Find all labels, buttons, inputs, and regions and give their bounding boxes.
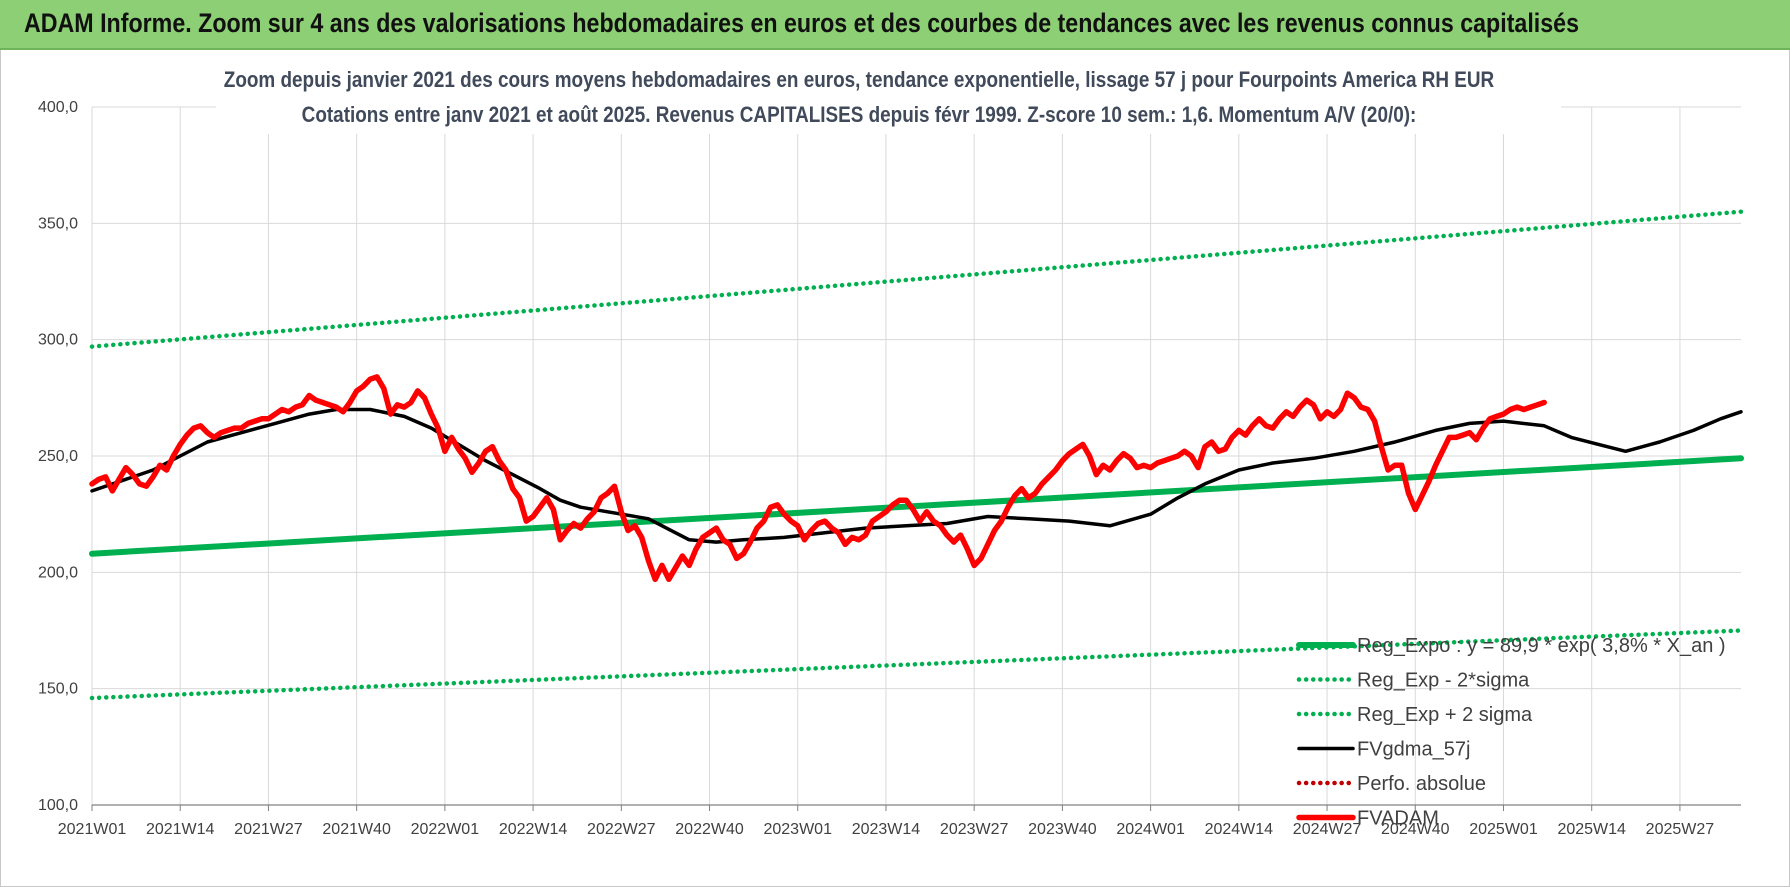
x-tick-label: 2021W01 [58,821,127,838]
y-tick-label: 300,0 [38,332,78,349]
page-title: ADAM Informe. Zoom sur 4 ans des valoris… [24,8,1579,38]
x-tick-label: 2023W14 [852,821,921,838]
x-tick-label: 2025W14 [1557,821,1626,838]
chart-subtitle-line: Zoom depuis janvier 2021 des cours moyen… [224,68,1495,93]
x-tick-label: 2025W27 [1646,821,1715,838]
x-tick-label: 2022W27 [587,821,656,838]
chart-subtitle-line: Cotations entre janv 2021 et août 2025. … [302,103,1417,128]
x-tick-label: 2024W14 [1205,821,1274,838]
x-tick-label: 2024W27 [1293,821,1362,838]
series-line-5 [89,374,1547,583]
series-line-0 [89,455,1744,557]
title-banner: ADAM Informe. Zoom sur 4 ans des valoris… [0,0,1790,50]
chart-frame: Zoom depuis janvier 2021 des cours moyen… [0,50,1790,887]
legend-label: FVgdma_57j [1357,739,1470,761]
x-tick-label: 2023W01 [763,821,832,838]
x-tick-label: 2024W01 [1116,821,1185,838]
legend-label: FVADAM [1357,808,1439,830]
y-tick-label: 350,0 [38,215,78,232]
x-tick-label: 2022W40 [675,821,744,838]
chart: Zoom depuis janvier 2021 des cours moyen… [38,64,1744,838]
axes: 100,0 150,0 200,0 250,0 300,0 350,0 400,0 2021W… [38,99,1741,838]
legend-label: Reg_Exp - 2*sigma [1357,670,1530,692]
series-line-2 [89,209,1744,349]
subtitle-background [216,64,1561,134]
x-tick-label: 2021W27 [234,821,303,838]
y-tick-label: 150,0 [38,681,78,698]
legend-label: Perfo. absolue [1357,773,1486,795]
legend: Reg_Expo : y = 89,9 * exp( 3,8% * X_an )… [1296,635,1726,830]
series-line-1 [89,628,1744,701]
x-tick-label: 2022W01 [411,821,480,838]
chart-subtitle: Zoom depuis janvier 2021 des cours moyen… [216,64,1561,134]
x-tick-label: 2023W40 [1028,821,1097,838]
x-tick-label: 2025W01 [1469,821,1538,838]
y-tick-label: 200,0 [38,564,78,581]
x-tick-label: 2022W14 [499,821,568,838]
x-tick-label: 2021W14 [146,821,215,838]
legend-label: Reg_Exp + 2 sigma [1357,704,1533,726]
legend-label: Reg_Expo : y = 89,9 * exp( 3,8% * X_an ) [1357,635,1726,657]
series-line-3 [90,407,1743,544]
grid [91,106,1741,806]
y-tick-label: 400,0 [38,99,78,116]
x-tick-label: 2021W40 [322,821,391,838]
x-tick-label: 2023W27 [940,821,1009,838]
x-tick-label: 2024W40 [1381,821,1450,838]
series [89,209,1744,701]
y-tick-label: 250,0 [38,448,78,465]
y-tick-label: 100,0 [38,797,78,814]
